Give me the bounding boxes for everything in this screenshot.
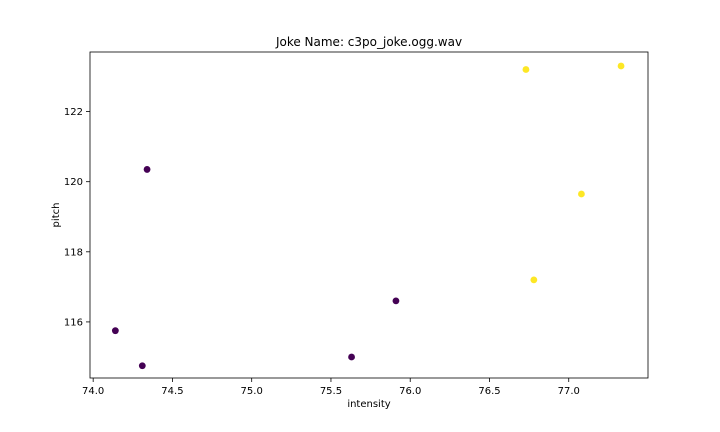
y-tick-label: 122 <box>64 107 83 118</box>
data-point-8 <box>617 62 625 70</box>
plot-frame <box>89 51 649 379</box>
data-point-6 <box>530 276 538 284</box>
chart-title: Joke Name: c3po_joke.ogg.wav <box>275 35 462 49</box>
x-tick-label: 77.0 <box>558 386 580 397</box>
data-point-7 <box>578 190 585 198</box>
data-point-4 <box>392 297 400 305</box>
data-point-3 <box>348 353 355 361</box>
y-axis-ticks: 116 118 120 122 <box>64 107 90 328</box>
x-tick-label: 76.0 <box>399 386 421 397</box>
points-layer <box>111 62 625 370</box>
y-tick-label: 116 <box>64 317 83 328</box>
data-point-5 <box>522 66 530 73</box>
x-tick-label: 76.5 <box>478 386 500 397</box>
y-tick-label: 120 <box>64 177 83 188</box>
y-axis-label: pitch <box>51 203 62 228</box>
x-tick-label: 75.5 <box>320 386 342 397</box>
data-point-2 <box>143 166 151 173</box>
y-tick-label: 118 <box>64 247 83 258</box>
x-axis-label: intensity <box>347 399 390 410</box>
x-tick-label: 74.0 <box>82 386 104 397</box>
x-tick-label: 75.0 <box>241 386 263 397</box>
data-point-1 <box>138 362 146 370</box>
x-tick-label: 74.5 <box>161 386 183 397</box>
data-point-0 <box>111 327 119 335</box>
x-axis-ticks: 74.0 74.5 75.0 75.5 76.0 76.5 77.0 <box>82 378 580 397</box>
